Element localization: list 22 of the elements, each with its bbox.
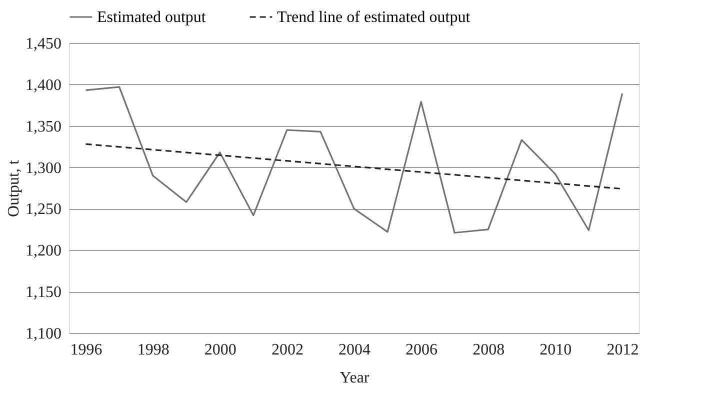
y-tick-label: 1,300 <box>26 160 62 177</box>
x-tick-label: 2000 <box>204 342 236 358</box>
line-series <box>84 86 624 234</box>
y-tick-label: 1,400 <box>26 76 62 94</box>
x-tick-label: 2004 <box>338 342 370 358</box>
y-tick-label: 1,250 <box>26 201 62 218</box>
y-tick-label: 1,100 <box>26 326 62 342</box>
y-axis-title: Output, t <box>6 160 22 217</box>
y-tick-label: 1,350 <box>26 118 62 136</box>
legend-label: Estimated output <box>97 9 206 26</box>
y-tick-label: 1,150 <box>26 284 62 302</box>
x-tick-label: 1998 <box>137 342 170 358</box>
x-tick-label: 2012 <box>606 342 639 358</box>
x-tick-label: 2010 <box>540 342 572 358</box>
y-tick-label: 1,450 <box>26 36 62 52</box>
x-tick-label: 1996 <box>70 342 102 358</box>
x-tick-label: 2006 <box>406 342 438 358</box>
y-tick-label: 1,200 <box>26 242 62 260</box>
x-tick-label: 2008 <box>472 342 505 358</box>
legend-label: Trend line of estimated output <box>277 9 471 26</box>
x-tick-label: 2002 <box>271 342 304 358</box>
x-axis-title: Year <box>340 370 370 386</box>
